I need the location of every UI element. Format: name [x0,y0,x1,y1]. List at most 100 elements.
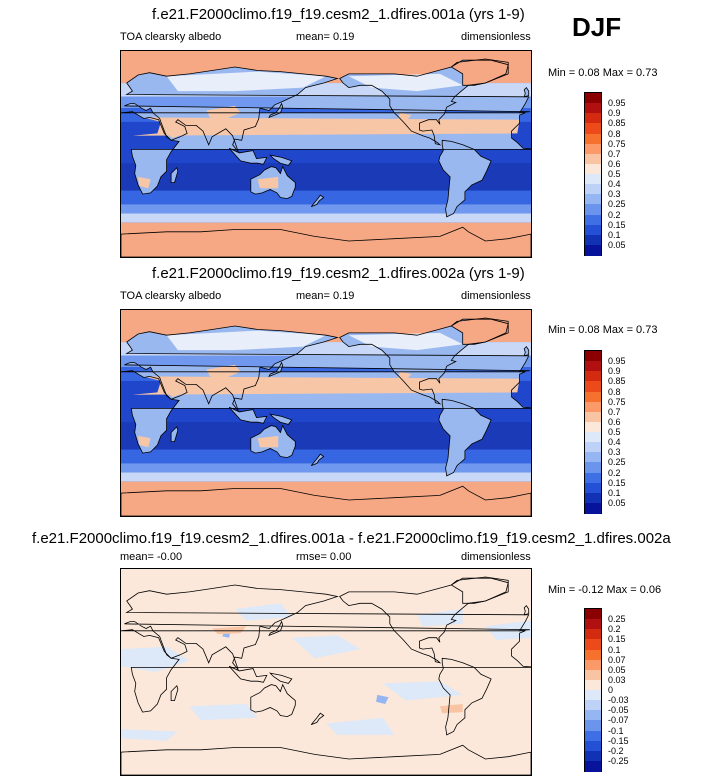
panel-units-label: dimensionless [461,31,531,43]
colorbar-swatch [585,639,601,650]
panel-units-label: dimensionless [461,551,531,563]
colorbar-tick-label: 0.1 [608,487,621,498]
colorbar-swatch [585,421,601,433]
colorbar-tick-label: 0.9 [608,366,621,377]
panel-units-label: dimensionless [461,290,531,302]
colorbar-tick-label: 0.07 [608,654,626,665]
colorbar-tick-label: 0.75 [608,138,626,149]
albedo-map [121,310,531,516]
colorbar-tick-label: 0.9 [608,108,621,119]
colorbar-swatch [585,609,601,620]
colorbar-tick-label: 0.85 [608,376,626,387]
panel-mean-label: mean= -0.00 [120,551,183,563]
colorbar-swatch [585,619,601,630]
colorbar-swatch [585,730,601,742]
colorbar-swatch [585,669,601,681]
colorbar-tick-label: 0.85 [608,118,626,129]
colorbar-swatch [585,194,601,205]
colorbar-tick-label: -0.15 [608,735,629,746]
colorbar-tick-label: -0.03 [608,695,629,706]
colorbar-tick-label: 0.05 [608,239,626,250]
colorbar-tick-label: -0.2 [608,745,624,756]
colorbar-tick-label: 0.1 [608,229,621,240]
colorbar-swatch [585,234,601,246]
colorbar-swatch [585,224,601,236]
colorbar-tick-label: -0.05 [608,705,629,716]
colorbar-swatch [585,659,601,671]
colorbar-swatch [585,472,601,484]
colorbar-tick-label: 0.8 [608,386,621,397]
panel-title: f.e21.F2000climo.f19_f19.cesm2_1.dfires.… [152,265,525,282]
colorbar-tick-label: 0.8 [608,128,621,139]
colorbar-tick-label: -0.1 [608,725,624,736]
colorbar-tick-label: -0.25 [608,755,629,766]
colorbar-swatch [585,103,601,114]
colorbar-tick-label: 0.3 [608,189,621,200]
colorbar-swatch [585,432,601,443]
colorbar-tick-label: 0.4 [608,179,621,190]
colorbar-swatch [585,700,601,711]
colorbar-tick-label: 0.05 [608,497,626,508]
colorbar-swatch [585,381,601,392]
colorbar-swatch [585,740,601,752]
colorbar-swatch [585,351,601,362]
colorbar-tick-label: 0.2 [608,624,621,635]
colorbar-swatch [585,760,601,772]
colorbar-tick-label: 0.7 [608,406,621,417]
colorbar-swatch [585,482,601,494]
panel-title: f.e21.F2000climo.f19_f19.cesm2_1.dfires.… [152,6,525,23]
colorbar-swatch [585,679,601,691]
colorbar-tick-label: 0.25 [608,457,626,468]
colorbar-swatch [585,750,601,762]
colorbar-swatch [585,361,601,372]
colorbar-swatch [585,462,601,473]
colorbar-tick-label: 0.6 [608,158,621,169]
albedo-map [121,51,531,257]
colorbar-swatch [585,184,601,195]
colorbar-tick-label: 0.2 [608,467,621,478]
panel-rmse-label: rmse= 0.00 [296,551,352,563]
difference-map [121,569,531,775]
colorbar-tick-label: 0.7 [608,148,621,159]
panel-left-label: TOA clearsky albedo [120,31,222,43]
panel-title: f.e21.F2000climo.f19_f19.cesm2_1.dfires.… [32,530,671,547]
map-frame [120,309,532,517]
colorbar-swatch [585,371,601,382]
colorbar-swatch [585,442,601,453]
minmax-label: Min = 0.08 Max = 0.73 [548,324,658,336]
colorbar-tick-label: 0.95 [608,98,626,109]
colorbar-swatch [585,244,601,256]
colorbar-tick-label: 0.03 [608,674,626,685]
map-frame [120,50,532,258]
colorbar-tick-label: 0.2 [608,209,621,220]
colorbar-tick-label: 0.75 [608,396,626,407]
season-label: DJF [572,12,622,42]
colorbar [584,608,602,772]
colorbar-tick-label: 0.05 [608,664,626,675]
colorbar-tick-label: 0.25 [608,614,626,625]
map-frame [120,568,532,776]
panel-left-label: TOA clearsky albedo [120,290,222,302]
colorbar-swatch [585,174,601,185]
colorbar-swatch [585,401,601,413]
panel-mean-label: mean= 0.19 [296,31,355,43]
colorbar-swatch [585,153,601,165]
colorbar-tick-label: 0.1 [608,644,621,655]
colorbar-swatch [585,133,601,145]
colorbar-tick-label: -0.07 [608,715,629,726]
colorbar-tick-label: 0.25 [608,199,626,210]
panel-mean-label: mean= 0.19 [296,290,355,302]
colorbar-tick-label: 0.4 [608,437,621,448]
colorbar-swatch [585,143,601,155]
colorbar-tick-label: 0 [608,685,614,695]
minmax-label: Min = -0.12 Max = 0.06 [548,584,662,596]
colorbar-swatch [585,452,601,463]
colorbar-swatch [585,710,601,721]
colorbar-swatch [585,492,601,504]
colorbar-swatch [585,411,601,423]
colorbar-tick-label: 0.15 [608,634,626,645]
colorbar-swatch [585,690,601,701]
colorbar-tick-label: 0.3 [608,447,621,458]
colorbar-swatch [585,93,601,104]
colorbar-tick-label: 0.95 [608,356,626,367]
